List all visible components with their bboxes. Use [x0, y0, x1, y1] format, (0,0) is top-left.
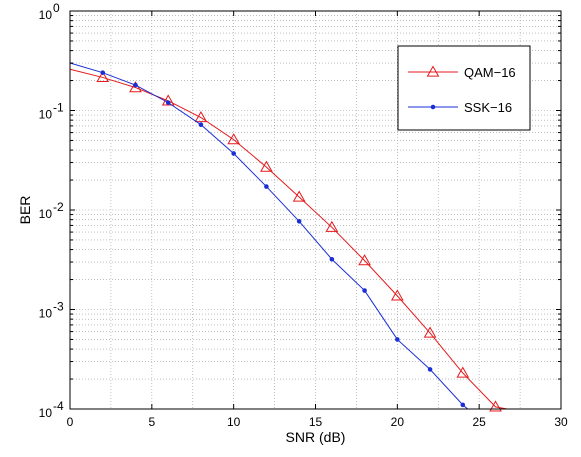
series-layer: [69, 62, 508, 412]
y-tick-base: 10: [39, 108, 53, 122]
x-axis-label: SNR (dB): [286, 429, 346, 445]
x-tick-label: 20: [391, 415, 405, 429]
axis-ticks: [69, 10, 562, 410]
y-tick-label: 10 -1: [39, 101, 64, 122]
y-tick-base: 10: [39, 406, 53, 420]
series-ssk-16: [69, 62, 469, 410]
legend-entry: SSK−16: [408, 100, 512, 115]
y-tick-label: 10 -3: [39, 300, 64, 321]
triangle-marker: [358, 254, 371, 266]
dot-marker: [362, 288, 367, 293]
x-tick-label: 30: [554, 415, 568, 429]
series-line: [69, 62, 469, 410]
y-tick-base: 10: [39, 207, 53, 221]
dot-marker: [296, 218, 302, 224]
series-qam-16: [69, 68, 508, 412]
dot-marker: [133, 82, 138, 88]
y-tick-label: 10 -2: [39, 200, 64, 221]
legend-box: [397, 45, 531, 131]
triangle-marker: [227, 133, 241, 145]
dot-marker: [165, 100, 171, 105]
y-tick-base: 10: [39, 8, 53, 22]
series-line: [69, 68, 508, 410]
triangle-marker: [325, 220, 339, 232]
legend-entry: QAM−16: [408, 65, 516, 80]
dot-marker: [430, 104, 436, 110]
x-tick-label: 25: [472, 415, 486, 429]
dot-marker: [427, 367, 433, 372]
legend-label: SSK−16: [464, 100, 512, 115]
legend: QAM−16 SSK−16: [397, 45, 531, 131]
triangle-marker: [390, 289, 404, 301]
y-tick-exponent: -3: [53, 300, 64, 314]
dot-marker: [264, 184, 269, 189]
y-tick-exponent: -4: [53, 399, 64, 413]
dot-marker: [460, 402, 466, 408]
x-tick-label: 0: [67, 415, 74, 429]
y-tick-exponent: 0: [53, 1, 60, 15]
x-tick-label: 5: [148, 415, 155, 429]
dot-marker: [198, 122, 204, 127]
x-tick-label: 15: [309, 415, 323, 429]
dot-marker: [100, 70, 106, 75]
triangle-marker: [260, 160, 273, 172]
triangle-marker: [96, 70, 110, 83]
triangle-marker: [161, 94, 175, 106]
x-tick-label: 10: [227, 415, 241, 429]
triangle-marker: [292, 190, 306, 202]
legend-label: QAM−16: [464, 65, 516, 80]
y-tick-label: 10 -4: [39, 399, 64, 420]
dot-marker: [231, 151, 236, 156]
y-tick-base: 10: [39, 307, 53, 321]
dot-marker: [329, 256, 335, 262]
y-tick-exponent: -2: [53, 200, 64, 214]
triangle-marker: [456, 366, 470, 378]
dot-marker: [395, 337, 400, 342]
triangle-marker: [426, 65, 440, 77]
triangle-marker: [423, 326, 437, 338]
y-axis-label: BER: [17, 196, 33, 225]
triangle-marker: [489, 400, 502, 412]
y-tick-label: 10 0: [39, 1, 60, 22]
grid-lines: [70, 11, 561, 409]
triangle-marker: [194, 111, 208, 123]
y-tick-exponent: -1: [53, 101, 64, 115]
x-tick-labels: 0 5 10 15 20 25 30: [67, 415, 568, 429]
